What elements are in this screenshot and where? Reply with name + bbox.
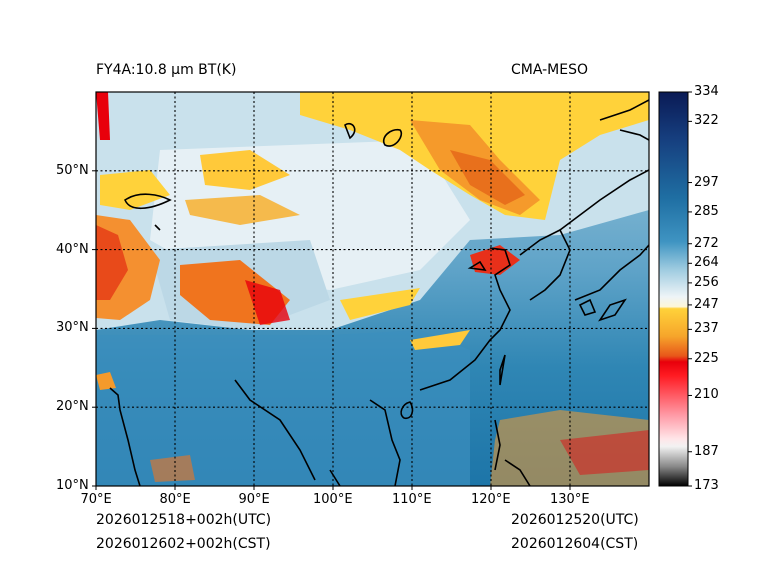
colorbar-tick-label: 334 — [694, 84, 719, 99]
valid-time-cst: 2026012604(CST) — [511, 536, 639, 552]
coastlines — [109, 99, 649, 486]
colorbar-tick-label: 285 — [694, 203, 719, 219]
lat-tick-label: 50°N — [56, 162, 89, 178]
lon-tick-label: 100°E — [313, 492, 353, 507]
colorbar — [659, 92, 688, 486]
graticule — [96, 92, 649, 486]
colorbar-tick-label: 187 — [694, 443, 719, 459]
lon-tick-label: 80°E — [159, 492, 191, 507]
colorbar-frame — [658, 91, 689, 487]
lon-tick-label: 130°E — [550, 492, 590, 507]
colorbar-tick-label: 247 — [694, 296, 719, 312]
colorbar-tick-label: 173 — [694, 478, 719, 493]
colorbar-tick-label: 225 — [694, 350, 719, 366]
colorbar-tick-label: 237 — [694, 321, 719, 337]
colorbar-tick-label: 322 — [694, 113, 719, 129]
init-time-cst: 2026012602+002h(CST) — [96, 536, 271, 552]
colorbar-tick-label: 210 — [694, 387, 719, 403]
init-time-utc: 2026012518+002h(UTC) — [96, 512, 272, 528]
colorbar-tick-label: 297 — [694, 174, 719, 190]
figure-title-left: FY4A:10.8 µm BT(K) — [96, 62, 237, 78]
lon-tick-label: 120°E — [471, 492, 511, 507]
figure-title-right: CMA-MESO — [511, 62, 589, 78]
colorbar-tick-label: 272 — [694, 235, 719, 251]
valid-time-utc: 2026012520(UTC) — [511, 512, 639, 528]
lon-tick-label: 90°E — [238, 492, 270, 507]
plot-frame — [95, 91, 650, 487]
colorbar-ticks — [688, 91, 692, 487]
colorbar-tick-label: 264 — [694, 255, 719, 271]
lon-tick-label: 110°E — [392, 492, 432, 507]
axis-ticks — [92, 170, 571, 490]
lat-tick-label: 20°N — [56, 399, 89, 415]
lat-tick-label: 10°N — [56, 478, 89, 493]
lat-tick-label: 40°N — [56, 241, 89, 257]
colorbar-tick-label: 256 — [694, 274, 719, 290]
lon-tick-label: 70°E — [80, 492, 112, 507]
brightness-temperature-field — [96, 92, 649, 486]
lat-tick-label: 30°N — [56, 320, 89, 336]
